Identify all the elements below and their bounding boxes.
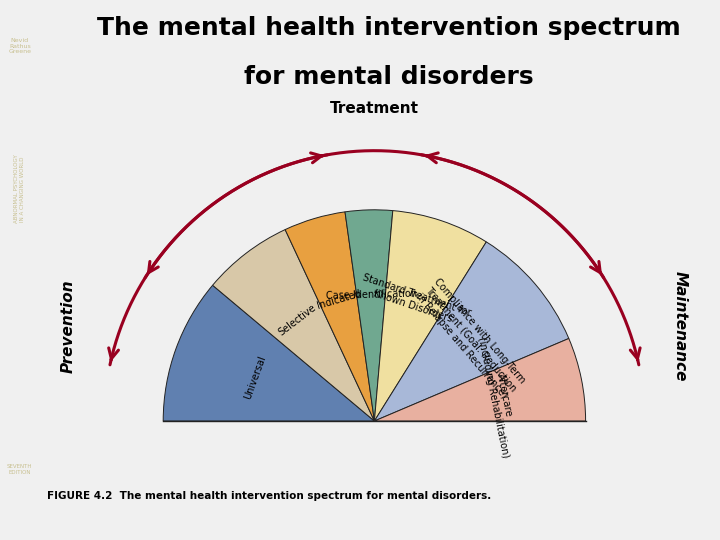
Wedge shape [374,339,585,421]
Wedge shape [285,212,374,421]
Text: Compliance with Long-Term
Treatment (Goal: Reduction
in Relapse and Recurrence): Compliance with Long-Term Treatment (Goa… [415,277,527,401]
Text: ABNORMAL PSYCHOLOGY
IN A CHANGING WORLD: ABNORMAL PSYCHOLOGY IN A CHANGING WORLD [14,154,25,224]
Text: The mental health intervention spectrum: The mental health intervention spectrum [97,16,680,40]
Text: for mental disorders: for mental disorders [244,65,534,89]
Wedge shape [163,285,374,421]
Text: SEVENTH
EDITION: SEVENTH EDITION [7,464,32,475]
Text: Maintenance: Maintenance [673,271,688,381]
Text: Nevid
Rathus
Greene: Nevid Rathus Greene [9,38,31,55]
Wedge shape [345,210,393,421]
Wedge shape [212,230,374,421]
Text: Prevention: Prevention [60,279,76,373]
Text: Standard Treatment for
Known Disorders: Standard Treatment for Known Disorders [357,273,472,329]
Text: Aftercare
(including Rehabilitation): Aftercare (including Rehabilitation) [476,333,521,458]
Text: FIGURE 4.2  The mental health intervention spectrum for mental disorders.: FIGURE 4.2 The mental health interventio… [47,491,491,502]
Wedge shape [374,242,569,421]
Text: Case Identification: Case Identification [325,288,417,301]
Text: Indicated: Indicated [315,288,361,310]
Text: Selective: Selective [276,303,318,338]
Text: Universal: Universal [243,354,268,401]
Text: Treatment: Treatment [330,101,419,116]
Wedge shape [374,211,486,421]
